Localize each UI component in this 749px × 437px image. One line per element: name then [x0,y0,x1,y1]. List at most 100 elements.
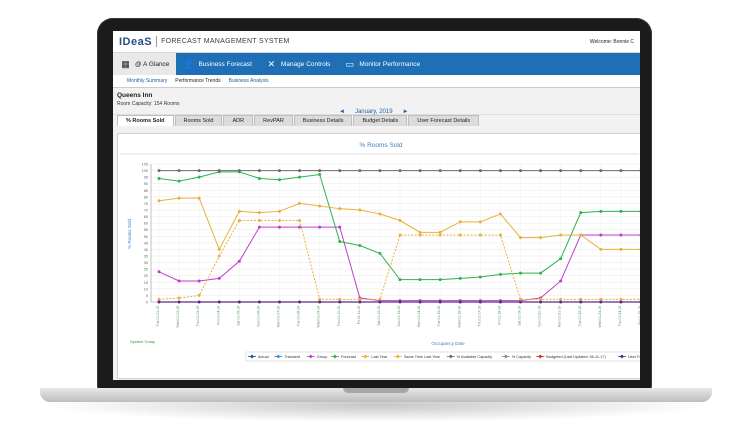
data-point [619,233,623,237]
legend-label: Actual [258,355,269,359]
data-point [519,236,522,240]
data-point [498,233,502,237]
laptop-notch [343,388,409,393]
nav-label: Business Forecast [198,60,252,68]
data-point [579,211,583,215]
x-tick-label: Fri 01-25-19 [638,306,640,325]
subnav-monthly-summary[interactable]: Monthly Summary [127,78,168,84]
room-capacity: Room Capacity: 154 Rooms [117,101,180,107]
data-point [639,169,640,172]
person-chart-icon: 👤 [183,58,195,69]
y-tick-label: 25 [144,268,148,272]
x-tick-label: Thu 01-24-19 [618,306,622,326]
y-tick-label: 10 [144,287,148,291]
tab-budget-details[interactable]: Budget Details [353,115,408,126]
x-tick-label: Sun 01-20-19 [538,306,542,327]
data-point [519,300,522,304]
data-point [619,209,623,213]
data-point [278,169,281,173]
data-point [177,179,181,183]
data-point [237,219,241,223]
data-point [318,225,322,229]
series-line-2 [158,226,640,302]
data-point [157,169,161,173]
data-point [619,300,623,304]
sub-nav: Monthly Summary Performance Trends Busin… [113,75,640,88]
data-point [177,169,181,173]
data-point [177,279,181,283]
month-label: January, 2019 [354,109,393,115]
data-point [579,297,583,301]
data-point [157,297,161,301]
data-point [438,169,442,173]
subnav-business-analysis[interactable]: Business Analysis [228,78,269,84]
data-point [458,169,462,173]
nav-manage-controls[interactable]: ✕ Manage Controls [259,53,338,75]
data-point [298,169,302,173]
data-point [599,300,603,304]
tab-revpar[interactable]: RevPAR [254,115,293,126]
month-selector: ◄ January, 2019 ► [339,109,409,115]
tab-rooms-sold[interactable]: Rooms Sold [174,115,223,126]
legend-label: Last Year [371,355,388,359]
y-tick-label: 95 [144,176,148,180]
x-tick-label: Wed 01-02-19 [176,306,180,328]
data-point [559,297,563,301]
data-point [338,300,342,304]
nav-monitor-performance[interactable]: ▭ Monitor Performance [337,53,427,75]
data-point [398,233,402,237]
data-point [237,300,241,304]
prev-month-icon[interactable]: ◄ [339,109,345,115]
legend-marker [503,354,508,359]
legend-marker [250,354,254,359]
data-point [539,169,543,173]
data-point [318,297,322,301]
series-line-5 [158,220,640,300]
tab-business-details[interactable]: Business Details [293,115,353,126]
data-point [519,297,522,301]
data-point [318,169,322,173]
x-tick-label: Mon 01-14-19 [417,306,421,327]
y-tick-label: 100 [142,169,148,173]
data-point [278,178,281,182]
welcome-user[interactable]: Welcome: Bonnie C [589,38,634,45]
x-tick-label: Sun 01-06-19 [256,306,260,327]
x-tick-label: Thu 01-17-19 [477,306,481,326]
data-point [619,169,623,173]
next-month-icon[interactable]: ► [402,109,409,115]
x-tick-label: Tue 01-01-19 [156,306,160,326]
subnav-performance-trends[interactable]: Performance Trends [175,78,221,84]
data-point [338,169,342,173]
data-point [298,201,302,205]
x-tick-label: Sat 01-19-19 [518,306,522,326]
tab-user-forecast-details[interactable]: User Forecast Details [408,115,480,126]
chart-tabs: % Rooms Sold Rooms Sold ADR RevPAR Busin… [113,115,640,126]
y-tick-label: 0 [146,301,148,305]
data-point [217,300,221,304]
data-point [298,225,302,229]
legend-marker [308,354,313,359]
tab-adr[interactable]: ADR [223,115,254,126]
x-tick-label: Tue 01-22-19 [578,306,582,326]
data-point [177,196,181,200]
nav-business-forecast[interactable]: 👤 Business Forecast [176,53,258,75]
y-tick-label: 105 [142,163,148,167]
system-today-label: System Today [130,339,155,344]
x-tick-label: Sun 01-13-19 [397,306,401,327]
nav-at-a-glance[interactable]: ▦ @ A Glance [113,53,177,75]
data-point [217,247,221,251]
tab-rooms-sold-pct[interactable]: % Rooms Sold [117,115,174,126]
data-point [478,169,482,173]
data-point [418,233,422,237]
y-tick-label: 85 [144,189,148,193]
legend-label: Same Time Last Year [404,355,441,359]
monitor-icon: ▭ [345,58,355,69]
x-tick-label: Mon 01-07-19 [277,306,281,327]
data-point [157,199,161,203]
data-point [498,300,502,304]
x-tick-label: Wed 01-16-19 [457,306,461,328]
data-point [278,225,281,229]
data-point [378,297,382,301]
hotel-header: Queens Inn Room Capacity: 154 Rooms ◄ Ja… [113,88,640,115]
data-point [257,300,261,304]
